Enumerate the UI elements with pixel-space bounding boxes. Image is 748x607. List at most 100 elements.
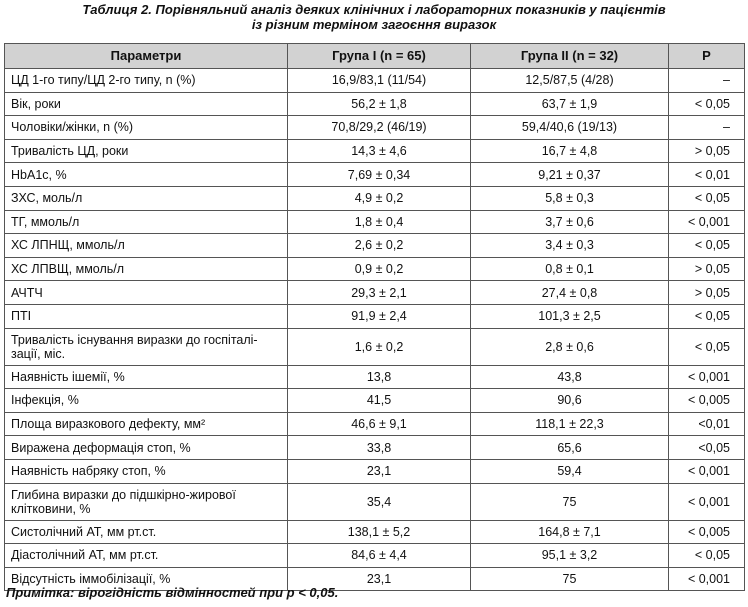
cell-group-2: 9,21 ± 0,37	[470, 162, 669, 187]
cell-group-2: 101,3 ± 2,5	[470, 303, 669, 329]
cell-group-2: 5,8 ± 0,3	[470, 185, 669, 211]
table-note: Примітка: вірогідність відмінностей при …	[6, 585, 339, 600]
cell-parameter: ПТІ	[4, 303, 288, 329]
cell-parameter: АЧТЧ	[4, 280, 288, 305]
cell-group-1: 70,8/29,2 (46/19)	[287, 115, 471, 140]
cell-group-2: 90,6	[470, 388, 669, 413]
cell-parameter: Відсутність іммобілізації, %	[4, 566, 288, 592]
cell-group-1: 84,6 ± 4,4	[287, 543, 471, 568]
cell-p-value: < 0,001	[668, 364, 745, 390]
cell-group-1: 4,9 ± 0,2	[287, 185, 471, 211]
cell-p-value: < 0,01	[668, 162, 745, 187]
table-row: ХС ЛПВЩ, ммоль/л 0,9 ± 0,2 0,8 ± 0,1 > 0,05	[4, 256, 745, 282]
cell-group-2: 0,8 ± 0,1	[470, 256, 669, 282]
cell-group-1: 23,1	[287, 458, 471, 484]
cell-p-value: > 0,05	[668, 138, 745, 164]
cell-p-value: < 0,005	[668, 519, 745, 545]
table-row: Глибина виразки до підшкірно-жирової клі…	[4, 482, 745, 521]
cell-parameter: ХС ЛПНЩ, ммоль/л	[4, 233, 288, 258]
cell-group-2: 3,4 ± 0,3	[470, 233, 669, 258]
cell-p-value: <0,05	[668, 435, 745, 460]
cell-parameter: Глибина виразки до підшкірно-жирової клі…	[4, 482, 288, 521]
cell-parameter: Площа виразкового дефекту, мм²	[4, 411, 288, 437]
table-row: Діастолічний АТ, мм рт.ст. 84,6 ± 4,4 95,1…	[4, 543, 745, 568]
table-row: Вік, роки 56,2 ± 1,8 63,7 ± 1,9 < 0,05	[4, 91, 745, 117]
table-row: ЗХС, моль/л 4,9 ± 0,2 5,8 ± 0,3 < 0,05	[4, 185, 745, 211]
cell-group-2: 65,6	[470, 435, 669, 460]
cell-group-1: 7,69 ± 0,34	[287, 162, 471, 187]
cell-p-value: < 0,05	[668, 327, 745, 366]
table-header-row: Параметри Група І (n = 65) Група ІІ (n =…	[4, 43, 745, 69]
cell-group-1: 41,5	[287, 388, 471, 413]
table-body: ЦД 1-го типу/ЦД 2-го типу, n (%) 16,9/83,…	[4, 68, 745, 592]
cell-p-value: <0,01	[668, 411, 745, 437]
cell-group-1: 2,6 ± 0,2	[287, 233, 471, 258]
cell-group-2: 2,8 ± 0,6	[470, 327, 669, 366]
cell-group-1: 29,3 ± 2,1	[287, 280, 471, 305]
caption-line-1: Таблиця 2. Порівняльний аналіз деяких кл…	[82, 2, 666, 17]
table-row: Систолічний АТ, мм рт.ст. 138,1 ± 5,2 164,…	[4, 519, 745, 545]
cell-p-value: < 0,001	[668, 458, 745, 484]
table-row: Площа виразкового дефекту, мм² 46,6 ± 9,1…	[4, 411, 745, 437]
cell-parameter: Інфекція, %	[4, 388, 288, 413]
cell-group-1: 46,6 ± 9,1	[287, 411, 471, 437]
cell-p-value: < 0,05	[668, 185, 745, 211]
cell-p-value: < 0,05	[668, 233, 745, 258]
cell-group-2: 59,4	[470, 458, 669, 484]
cell-group-1: 56,2 ± 1,8	[287, 91, 471, 117]
comparison-table: Параметри Група І (n = 65) Група ІІ (n =…	[4, 43, 745, 592]
cell-p-value: < 0,05	[668, 91, 745, 117]
header-group-1: Група І (n = 65)	[287, 43, 471, 69]
table-row: Тривалість існування виразки до госпітал…	[4, 327, 745, 366]
cell-group-1: 16,9/83,1 (11/54)	[287, 68, 471, 93]
cell-group-1: 35,4	[287, 482, 471, 521]
cell-parameter: ЦД 1-го типу/ЦД 2-го типу, n (%)	[4, 68, 288, 93]
cell-group-2: 63,7 ± 1,9	[470, 91, 669, 117]
caption-line-2: із різним терміном загоєння виразок	[251, 17, 497, 32]
cell-p-value: < 0,05	[668, 303, 745, 329]
table-row: HbA1c, % 7,69 ± 0,34 9,21 ± 0,37 < 0,01	[4, 162, 745, 187]
cell-group-1: 1,8 ± 0,4	[287, 209, 471, 235]
cell-parameter: Наявність ішемії, %	[4, 364, 288, 390]
cell-parameter: ХС ЛПВЩ, ммоль/л	[4, 256, 288, 282]
cell-group-1: 91,9 ± 2,4	[287, 303, 471, 329]
table-row: Тривалість ЦД, роки 14,3 ± 4,6 16,7 ± 4,8 >…	[4, 138, 745, 164]
table-row: ТГ, ммоль/л 1,8 ± 0,4 3,7 ± 0,6 < 0,001	[4, 209, 745, 235]
cell-group-2: 16,7 ± 4,8	[470, 138, 669, 164]
cell-parameter: ЗХС, моль/л	[4, 185, 288, 211]
cell-group-2: 164,8 ± 7,1	[470, 519, 669, 545]
table-row: ЦД 1-го типу/ЦД 2-го типу, n (%) 16,9/83,…	[4, 68, 745, 93]
cell-group-2: 43,8	[470, 364, 669, 390]
table-row: Виражена деформація стоп, % 33,8 65,6 <0,05	[4, 435, 745, 460]
cell-group-2: 59,4/40,6 (19/13)	[470, 115, 669, 140]
cell-parameter: HbA1c, %	[4, 162, 288, 187]
table-caption: Таблиця 2. Порівняльний аналіз деяких кл…	[0, 2, 748, 32]
cell-group-2: 118,1 ± 22,3	[470, 411, 669, 437]
table-row: АЧТЧ 29,3 ± 2,1 27,4 ± 0,8 > 0,05	[4, 280, 745, 305]
cell-group-1: 33,8	[287, 435, 471, 460]
cell-parameter: Чоловіки/жінки, n (%)	[4, 115, 288, 140]
cell-parameter: Наявність набряку стоп, %	[4, 458, 288, 484]
cell-group-1: 13,8	[287, 364, 471, 390]
cell-parameter: Систолічний АТ, мм рт.ст.	[4, 519, 288, 545]
cell-parameter: Діастолічний АТ, мм рт.ст.	[4, 543, 288, 568]
cell-group-2: 75	[470, 482, 669, 521]
cell-p-value: –	[668, 68, 745, 93]
cell-parameter: Тривалість існування виразки до госпітал…	[4, 327, 288, 366]
header-parameters: Параметри	[4, 43, 288, 69]
header-group-2: Група ІІ (n = 32)	[470, 43, 669, 69]
cell-parameter: Виражена деформація стоп, %	[4, 435, 288, 460]
cell-p-value: < 0,001	[668, 566, 745, 592]
cell-group-1: 138,1 ± 5,2	[287, 519, 471, 545]
header-p-value: Р	[668, 43, 745, 69]
cell-group-2: 3,7 ± 0,6	[470, 209, 669, 235]
cell-parameter: Вік, роки	[4, 91, 288, 117]
cell-group-2: 75	[470, 566, 669, 592]
cell-p-value: < 0,001	[668, 209, 745, 235]
cell-group-1: 0,9 ± 0,2	[287, 256, 471, 282]
cell-p-value: < 0,005	[668, 388, 745, 413]
cell-p-value: > 0,05	[668, 256, 745, 282]
cell-group-1: 23,1	[287, 566, 471, 592]
cell-p-value: –	[668, 115, 745, 140]
table-row: Інфекція, % 41,5 90,6 < 0,005	[4, 388, 745, 413]
